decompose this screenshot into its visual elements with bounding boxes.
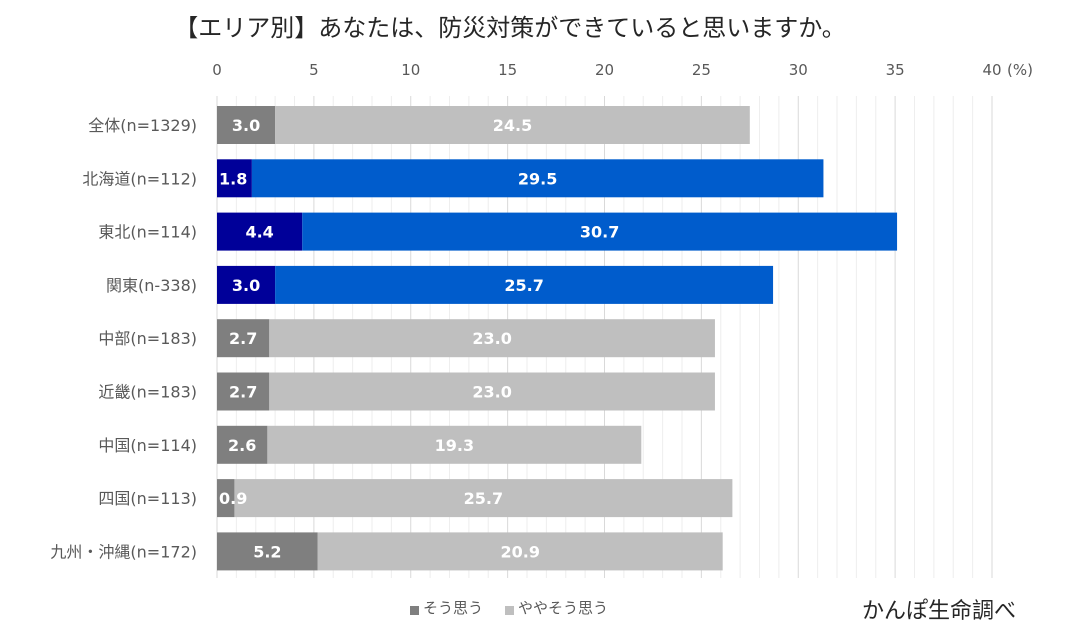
x-tick-label: 35 [886,61,905,79]
bar-segment-series-2 [267,425,642,464]
bar-segment-series-1 [217,532,318,571]
chart-title-text: 【エリア別】あなたは、防災対策ができていると思いますか。 [174,14,846,42]
bar-segment-series-2 [251,159,824,198]
legend-item-series-2: ややそう思う [505,597,608,618]
x-tick-label: 40 [982,61,1001,79]
legend: そう思う ややそう思う [410,597,608,618]
data-label-series-2: 29.5 [518,169,557,188]
data-label-series-2: 24.5 [493,116,532,135]
data-label-series-1: 2.7 [229,383,257,402]
bar-segment-series-2 [275,265,774,304]
bar-segment-series-2 [317,532,723,571]
data-label-series-1: 3.0 [232,116,260,135]
bar-segment-series-1 [217,212,303,251]
category-label: 全体(n=1329) [88,116,197,135]
bar-segment-series-2 [302,212,898,251]
bar-segment-series-2 [275,106,750,144]
bar-segment-series-1 [217,265,276,304]
data-label-series-1: 2.7 [229,329,257,348]
category-label: 北海道(n=112) [82,169,197,188]
x-tick-label: 30 [789,61,808,79]
legend-label-series-2: ややそう思う [518,599,609,617]
category-label: 四国(n=113) [98,489,197,508]
legend-swatch-series-2 [505,606,515,615]
data-label-series-1: 4.4 [245,223,273,242]
data-label-series-1: 3.0 [232,276,260,295]
x-tick-label: 25 [692,61,711,79]
x-axis: 0 5 10 15 20 25 30 35 40 (%) [212,61,1033,79]
category-label: 中部(n=183) [98,329,197,348]
legend-label-series-1: そう思う [423,599,484,617]
chart-title: 【エリア別】あなたは、防災対策ができていると思いますか。 [0,8,1088,43]
category-labels: 全体(n=1329) 北海道(n=112) 東北(n=114) 関東(n-338) 中部… [50,116,197,561]
legend-swatch-series-1 [410,606,419,615]
category-label: 関東(n-338) [106,276,197,295]
source-note: かんぽ生命調べ [861,599,1016,624]
bar-segment-series-1 [217,159,252,198]
category-label: 中国(n=114) [98,436,197,455]
bar-segment-series-2 [269,319,715,358]
category-label: 九州・沖縄(n=172) [50,542,197,561]
x-tick-label: 15 [498,61,517,79]
x-tick-label: 0 [212,61,222,79]
data-label-series-2: 25.7 [464,489,503,508]
bar-segment-series-1 [217,425,268,464]
bar-segment-series-1 [217,319,270,358]
bar-segment-series-1 [217,106,276,144]
legend-item-series-1: そう思う [410,597,483,618]
data-label-series-2: 20.9 [500,542,539,561]
bars: 3.0 24.5 1.8 29.5 4.4 30.7 3.0 25.7 2.7 23.0 2.7 23… [217,106,898,571]
data-label-series-1: 2.6 [228,436,256,455]
bar-segment-series-2 [269,372,715,411]
x-axis-unit-label: (%) [1007,61,1033,79]
x-tick-label: 10 [401,61,420,79]
category-label: 近畿(n=183) [98,383,197,402]
data-label-series-2: 30.7 [580,223,619,242]
data-label-series-1: 1.8 [219,169,247,188]
data-label-series-1: 5.2 [253,542,281,561]
bar-segment-series-1 [217,479,235,518]
bar-segment-series-1 [217,372,270,411]
category-label: 東北(n=114) [98,223,197,242]
data-label-series-2: 19.3 [435,436,474,455]
data-label-series-2: 25.7 [504,276,543,295]
x-tick-label: 20 [595,61,614,79]
data-label-series-2: 23.0 [472,329,511,348]
bar-segment-series-2 [234,479,733,518]
data-label-series-1: 0.9 [219,489,247,508]
data-label-series-2: 23.0 [472,383,511,402]
x-tick-label: 5 [309,61,319,79]
